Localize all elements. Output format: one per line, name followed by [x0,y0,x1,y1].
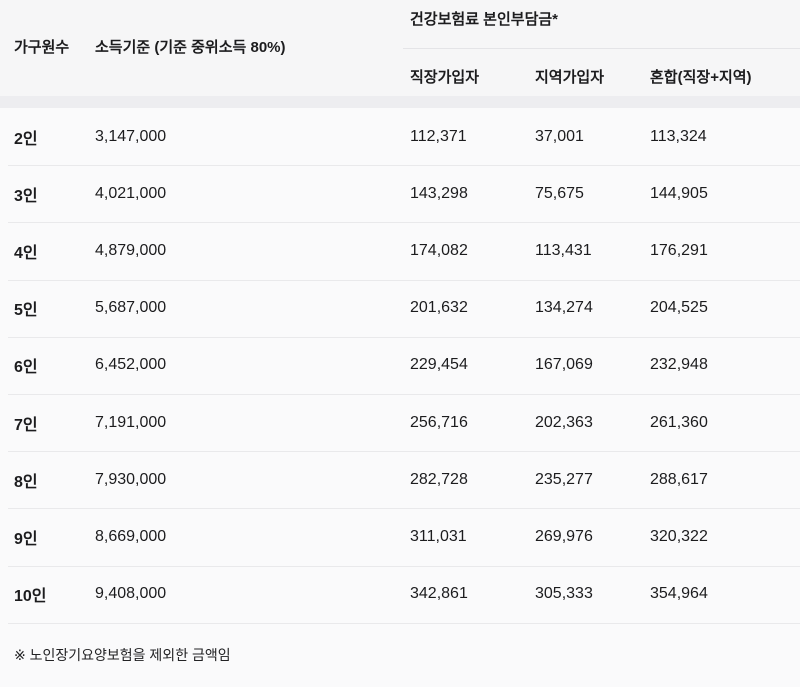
mixed-cell: 232,948 [650,356,708,374]
workplace-cell: 311,031 [410,527,467,545]
premium-group-divider [403,48,800,49]
income-cell: 8,669,000 [95,527,167,545]
table-row: 8인 7,930,000 282,728 235,277 288,617 [0,451,800,508]
household-cell: 9인 [14,530,38,548]
footnote-text: ※ 노인장기요양보험을 제외한 금액임 [14,646,231,663]
footnote: ※ 노인장기요양보험을 제외한 금액임 [0,622,800,687]
table-row: 7인 7,191,000 256,716 202,363 261,360 [0,393,800,451]
household-cell: 2인 [14,130,38,148]
table-row: 4인 4,879,000 174,082 113,431 176,291 [0,222,800,279]
income-cell: 7,191,000 [95,413,167,431]
household-cell: 8인 [14,473,38,491]
workplace-cell: 143,298 [410,184,468,202]
mixed-cell: 354,964 [650,585,708,603]
household-cell: 3인 [14,187,38,205]
header-body-divider [0,96,800,108]
subheader-mixed: 혼합(직장+지역) [650,69,752,86]
mixed-cell: 320,322 [650,527,708,545]
household-cell: 5인 [14,302,38,320]
table-row: 10인 9,408,000 342,861 305,333 354,964 [0,565,800,623]
table-row: 6인 6,452,000 229,454 167,069 232,948 [0,336,800,394]
table-row: 2인 3,147,000 112,371 37,001 113,324 [0,108,800,165]
subheader-workplace: 직장가입자 [410,69,480,86]
regional-cell: 235,277 [535,470,593,488]
income-cell: 4,021,000 [95,184,167,202]
mixed-cell: 113,324 [650,127,707,145]
income-cell: 3,147,000 [95,127,167,145]
income-cell: 9,408,000 [95,585,167,603]
income-column-header: 소득기준 (기준 중위소득 80%) [95,39,286,56]
regional-cell: 75,675 [535,184,584,202]
mixed-cell: 261,360 [650,413,708,431]
household-cell: 4인 [14,244,38,262]
household-cell: 6인 [14,359,38,377]
household-cell: 7인 [14,416,38,434]
table-header: 가구원수 소득기준 (기준 중위소득 80%) 건강보험료 본인부담금* 직장가… [0,0,800,96]
household-column-header: 가구원수 [14,39,70,56]
workplace-cell: 174,082 [410,241,468,259]
premium-group-title: 건강보험료 본인부담금* [410,11,559,28]
income-cell: 7,930,000 [95,470,167,488]
premium-group-header: 건강보험료 본인부담금* 직장가입자 지역가입자 혼합(직장+지역) [403,0,800,96]
regional-cell: 167,069 [535,356,593,374]
regional-cell: 37,001 [535,127,584,145]
workplace-cell: 201,632 [410,299,468,317]
regional-cell: 113,431 [535,241,592,259]
table-row: 5인 5,687,000 201,632 134,274 204,525 [0,279,800,337]
regional-cell: 305,333 [535,585,593,603]
table-row: 9인 8,669,000 311,031 269,976 320,322 [0,508,800,565]
workplace-cell: 282,728 [410,470,468,488]
table-row: 3인 4,021,000 143,298 75,675 144,905 [0,165,800,222]
subheader-regional: 지역가입자 [535,69,605,86]
workplace-cell: 342,861 [410,585,468,603]
income-cell: 4,879,000 [95,241,167,259]
regional-cell: 134,274 [535,299,593,317]
workplace-cell: 112,371 [410,127,467,145]
household-cell: 10인 [14,588,47,606]
regional-cell: 202,363 [535,413,593,431]
income-cell: 6,452,000 [95,356,167,374]
mixed-cell: 144,905 [650,184,708,202]
workplace-cell: 229,454 [410,356,468,374]
income-cell: 5,687,000 [95,299,167,317]
mixed-cell: 176,291 [650,241,708,259]
workplace-cell: 256,716 [410,413,468,431]
mixed-cell: 288,617 [650,470,708,488]
regional-cell: 269,976 [535,527,593,545]
table-body: 2인 3,147,000 112,371 37,001 113,324 3인 4… [0,108,800,623]
mixed-cell: 204,525 [650,299,708,317]
